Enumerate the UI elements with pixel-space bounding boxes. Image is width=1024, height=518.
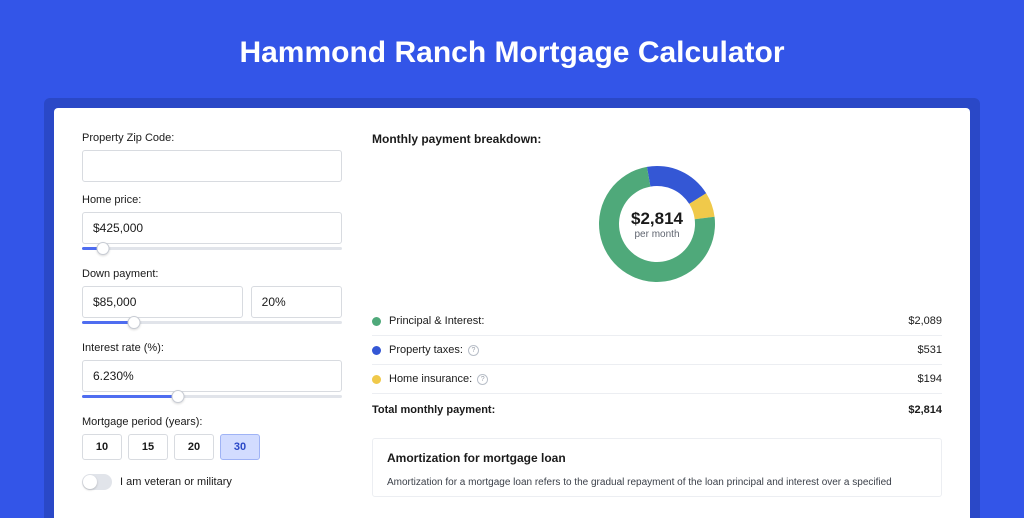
swatch-home_insurance	[372, 375, 381, 384]
legend-value-principal_interest: $2,089	[908, 315, 942, 327]
home-price-slider[interactable]	[82, 242, 342, 256]
amortization-text: Amortization for a mortgage loan refers …	[387, 475, 927, 490]
donut-wrap: $2,814 per month	[372, 160, 942, 288]
slider-thumb[interactable]	[96, 242, 109, 255]
interest-label: Interest rate (%):	[82, 342, 342, 354]
slider-thumb[interactable]	[172, 390, 185, 403]
down-payment-row	[82, 286, 342, 318]
period-option-10[interactable]: 10	[82, 434, 122, 460]
period-option-20[interactable]: 20	[174, 434, 214, 460]
legend-label-property_taxes: Property taxes:?	[389, 344, 479, 356]
period-option-15[interactable]: 15	[128, 434, 168, 460]
amortization-section: Amortization for mortgage loan Amortizat…	[372, 438, 942, 497]
period-label: Mortgage period (years):	[82, 416, 342, 428]
veteran-label: I am veteran or military	[120, 476, 232, 488]
down-payment-amount-input[interactable]	[82, 286, 243, 318]
swatch-property_taxes	[372, 346, 381, 355]
donut-center: $2,814 per month	[593, 160, 721, 288]
legend-label-home_insurance: Home insurance:?	[389, 373, 488, 385]
form-column: Property Zip Code: Home price: Down paym…	[82, 132, 342, 518]
home-price-label: Home price:	[82, 194, 342, 206]
page-title: Hammond Ranch Mortgage Calculator	[0, 0, 1024, 98]
slider-track	[82, 395, 342, 398]
field-zip: Property Zip Code:	[82, 132, 342, 182]
swatch-principal_interest	[372, 317, 381, 326]
down-payment-label: Down payment:	[82, 268, 342, 280]
interest-input[interactable]	[82, 360, 342, 392]
legend-row-property_taxes: Property taxes:? $531	[372, 336, 942, 365]
down-payment-percent-input[interactable]	[251, 286, 342, 318]
donut-chart: $2,814 per month	[593, 160, 721, 288]
breakdown-column: Monthly payment breakdown: $2,814 per mo…	[372, 132, 942, 518]
interest-slider[interactable]	[82, 390, 342, 404]
calculator-card: Property Zip Code: Home price: Down paym…	[54, 108, 970, 518]
donut-amount: $2,814	[631, 209, 683, 229]
info-icon[interactable]: ?	[477, 374, 488, 385]
field-interest: Interest rate (%):	[82, 342, 342, 404]
period-option-30[interactable]: 30	[220, 434, 260, 460]
total-value: $2,814	[908, 404, 942, 416]
zip-label: Property Zip Code:	[82, 132, 342, 144]
breakdown-legend: Principal & Interest: $2,089 Property taxe…	[372, 306, 942, 424]
donut-sub: per month	[634, 229, 679, 240]
legend-value-home_insurance: $194	[918, 373, 942, 385]
legend-row-principal_interest: Principal & Interest: $2,089	[372, 307, 942, 336]
legend-row-home_insurance: Home insurance:? $194	[372, 365, 942, 394]
field-veteran: I am veteran or military	[82, 474, 342, 490]
amortization-title: Amortization for mortgage loan	[387, 451, 927, 465]
toggle-knob	[83, 475, 97, 489]
slider-track	[82, 247, 342, 250]
down-payment-slider[interactable]	[82, 316, 342, 330]
field-home-price: Home price:	[82, 194, 342, 256]
info-icon[interactable]: ?	[468, 345, 479, 356]
legend-row-total: Total monthly payment: $2,814	[372, 394, 942, 424]
zip-input[interactable]	[82, 150, 342, 182]
home-price-input[interactable]	[82, 212, 342, 244]
field-period: Mortgage period (years): 10152030	[82, 416, 342, 460]
field-down-payment: Down payment:	[82, 268, 342, 330]
slider-track	[82, 321, 342, 324]
card-outer-frame: Property Zip Code: Home price: Down paym…	[44, 98, 980, 518]
legend-label-principal_interest: Principal & Interest:	[389, 315, 484, 327]
veteran-toggle[interactable]	[82, 474, 112, 490]
total-label: Total monthly payment:	[372, 404, 495, 416]
breakdown-title: Monthly payment breakdown:	[372, 132, 942, 146]
slider-thumb[interactable]	[128, 316, 141, 329]
legend-value-property_taxes: $531	[918, 344, 942, 356]
period-options: 10152030	[82, 434, 342, 460]
